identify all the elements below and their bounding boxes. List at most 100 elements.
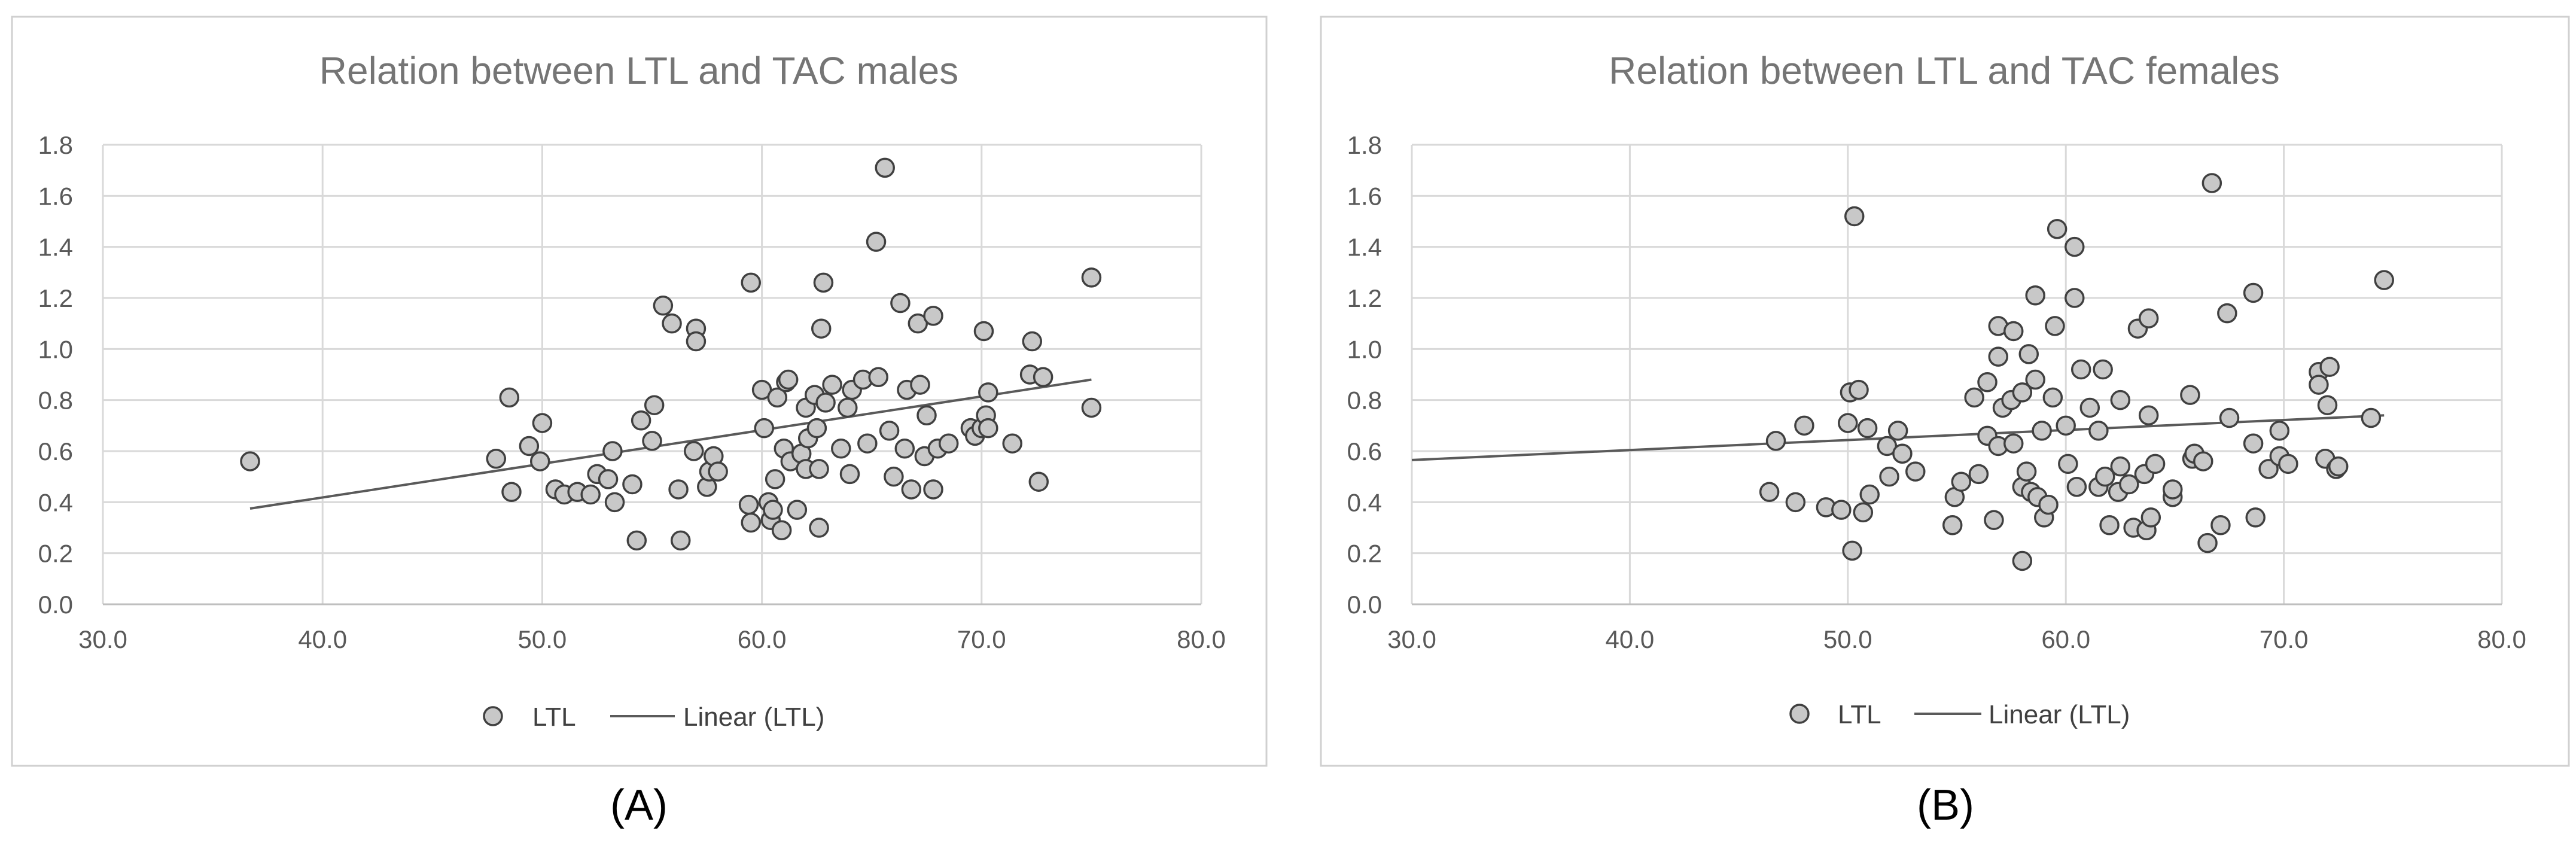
data-point — [1859, 484, 1880, 505]
data-point — [2269, 421, 2290, 441]
data-point — [938, 433, 959, 454]
y-tick-label: 1.8 — [1347, 131, 1382, 159]
y-tick-label: 0.4 — [1347, 488, 1382, 516]
data-point — [2110, 389, 2131, 410]
data-point — [668, 479, 689, 500]
data-point — [2003, 433, 2024, 454]
data-point — [838, 397, 858, 418]
data-point — [1002, 433, 1022, 454]
data-point — [1022, 331, 1043, 352]
y-axis-ticks: 0.0 0.2 0.4 0.6 0.8 1.0 1.2 1.4 1.6 1.8 — [38, 131, 73, 619]
data-point — [978, 382, 998, 403]
data-point — [809, 518, 829, 538]
data-point — [767, 387, 788, 408]
y-tick-label: 0.4 — [38, 488, 73, 516]
data-point — [1785, 492, 1806, 513]
data-point — [787, 500, 808, 520]
data-point — [644, 395, 665, 415]
data-point — [2219, 407, 2240, 428]
data-point — [2065, 236, 2085, 257]
data-point — [2025, 285, 2045, 306]
data-point — [486, 449, 507, 469]
y-tick-label: 0.8 — [38, 386, 73, 415]
x-axis-ticks: 30.0 40.0 50.0 60.0 70.0 80.0 — [78, 625, 1226, 653]
data-point — [1968, 464, 1989, 485]
data-point — [2197, 532, 2218, 553]
data-point — [1887, 421, 1908, 441]
data-point — [2309, 375, 2329, 395]
data-point — [1857, 418, 1878, 439]
legend-marker-icon — [1789, 704, 1810, 724]
data-point — [631, 410, 651, 431]
data-point — [978, 418, 998, 439]
data-point — [763, 500, 783, 520]
data-point — [868, 367, 888, 388]
data-point — [598, 469, 619, 489]
data-point — [866, 232, 887, 252]
x-axis-ticks: 30.0 40.0 50.0 60.0 70.0 80.0 — [1387, 625, 2526, 653]
panel-label: (A) — [610, 781, 668, 829]
panel-label: (B) — [1917, 781, 1974, 829]
data-point — [2088, 421, 2109, 441]
data-point — [2145, 454, 2166, 474]
data-point — [2045, 316, 2065, 336]
data-point — [910, 375, 930, 395]
y-tick-label: 0.0 — [1347, 591, 1382, 619]
legend: LTL Linear (LTL) — [1789, 700, 2130, 729]
data-point — [1988, 346, 2008, 367]
data-points — [240, 157, 1102, 551]
data-point — [1892, 443, 1913, 464]
data-point — [2243, 282, 2264, 303]
data-point — [240, 451, 260, 471]
data-point — [622, 474, 643, 495]
data-point — [875, 157, 895, 178]
data-point — [1977, 372, 1998, 392]
data-point — [2095, 466, 2115, 487]
data-point — [2317, 395, 2338, 415]
data-points — [1759, 173, 2394, 571]
y-tick-label: 0.2 — [1347, 540, 1382, 568]
y-axis-ticks: 0.0 0.2 0.4 0.6 0.8 1.0 1.2 1.4 1.6 1.8 — [1347, 131, 1382, 619]
data-point — [580, 484, 601, 505]
data-point — [2202, 173, 2222, 193]
data-point — [901, 479, 922, 500]
y-tick-label: 0.6 — [1347, 437, 1382, 465]
data-point — [602, 441, 623, 461]
data-point — [2047, 219, 2068, 239]
data-point — [1831, 500, 1852, 520]
data-point — [765, 469, 785, 489]
legend-marker-icon — [483, 706, 503, 726]
data-point — [2119, 474, 2139, 495]
data-point — [916, 405, 937, 426]
y-tick-label: 1.0 — [1347, 335, 1382, 363]
data-point — [2065, 288, 2085, 308]
y-tick-label: 1.4 — [38, 233, 73, 261]
data-point — [813, 272, 834, 293]
data-point — [626, 530, 647, 551]
data-point — [686, 331, 707, 352]
data-point — [2099, 515, 2120, 535]
data-point — [2038, 494, 2059, 515]
x-tick-label: 80.0 — [2477, 625, 2526, 653]
data-point — [879, 421, 900, 441]
data-point — [923, 306, 943, 326]
data-point — [2110, 456, 2131, 477]
y-tick-label: 0.2 — [38, 540, 73, 568]
data-point — [642, 431, 662, 451]
data-point — [1081, 267, 1102, 288]
data-point — [2058, 454, 2078, 474]
y-tick-label: 1.2 — [1347, 284, 1382, 312]
data-point — [1838, 413, 1858, 433]
data-point — [2070, 359, 2091, 380]
chart-frame — [1320, 16, 2570, 767]
x-tick-label: 60.0 — [2041, 625, 2090, 653]
data-point — [670, 530, 691, 551]
data-point — [811, 318, 832, 339]
chart-males: Relation between LTL and TAC males 0.00.… — [11, 16, 1268, 829]
data-point — [1951, 471, 1972, 492]
data-point — [2032, 421, 2052, 441]
data-point — [2138, 405, 2159, 426]
x-tick-label: 60.0 — [738, 625, 787, 653]
data-point — [2003, 321, 2024, 342]
data-point — [1853, 502, 1874, 523]
